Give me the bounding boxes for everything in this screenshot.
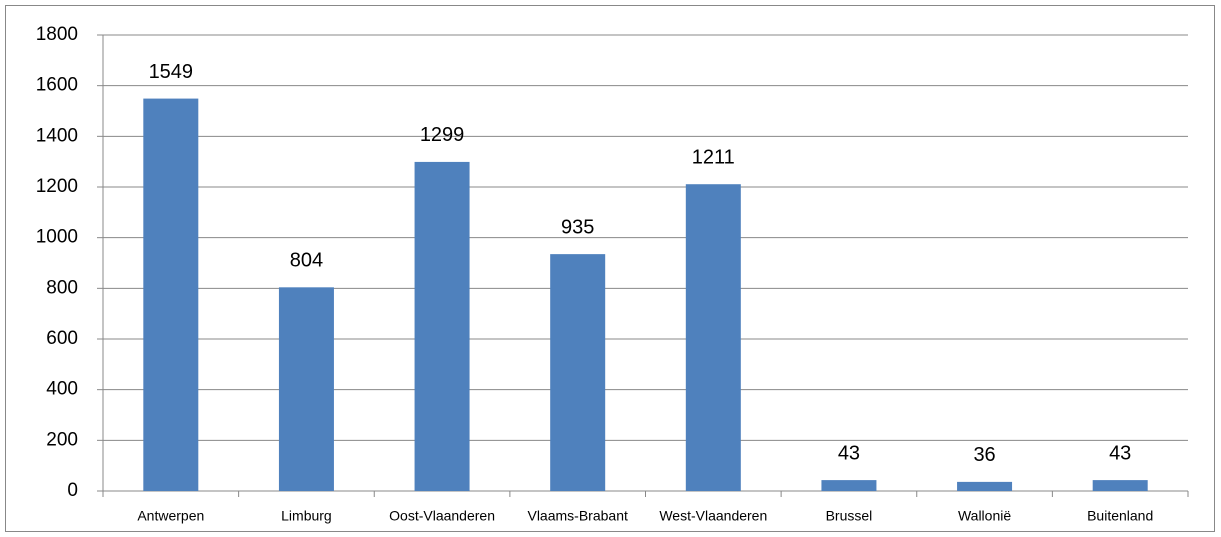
x-tick-label: Limburg — [281, 508, 332, 524]
bar — [414, 161, 470, 492]
x-tick-label: Oost-Vlaanderen — [389, 508, 495, 524]
y-tick-label: 400 — [46, 379, 78, 400]
x-tick-label: Buitenland — [1087, 508, 1153, 524]
data-label: 43 — [838, 442, 860, 464]
chart-border — [5, 5, 1215, 532]
data-label: 1549 — [149, 61, 194, 83]
y-tick-label: 200 — [46, 429, 78, 450]
bar — [957, 481, 1013, 491]
bar — [550, 254, 606, 491]
data-label: 1211 — [692, 146, 735, 168]
x-tick-label: West-Vlaanderen — [659, 508, 767, 524]
data-label: 935 — [561, 216, 594, 238]
bar — [821, 480, 877, 491]
data-label: 43 — [1109, 442, 1131, 464]
y-tick-label: 800 — [46, 277, 78, 298]
y-tick-label: 1400 — [36, 125, 78, 146]
bar — [143, 98, 199, 491]
bar — [685, 184, 741, 492]
y-tick-label: 1200 — [36, 176, 78, 197]
bar — [278, 287, 334, 491]
x-tick-label: Wallonië — [958, 508, 1011, 524]
y-tick-label: 1800 — [36, 24, 78, 45]
y-tick-label: 600 — [46, 328, 78, 349]
y-tick-label: 0 — [67, 480, 78, 501]
x-tick-label: Vlaams-Brabant — [527, 508, 627, 524]
data-label: 1299 — [420, 124, 465, 146]
x-tick-label: Brussel — [826, 508, 873, 524]
data-label: 36 — [973, 444, 995, 466]
y-tick-label: 1000 — [36, 227, 78, 248]
data-label: 804 — [290, 250, 323, 272]
bar — [1092, 480, 1148, 491]
x-tick-label: Antwerpen — [137, 508, 204, 524]
y-tick-label: 1600 — [36, 75, 78, 96]
